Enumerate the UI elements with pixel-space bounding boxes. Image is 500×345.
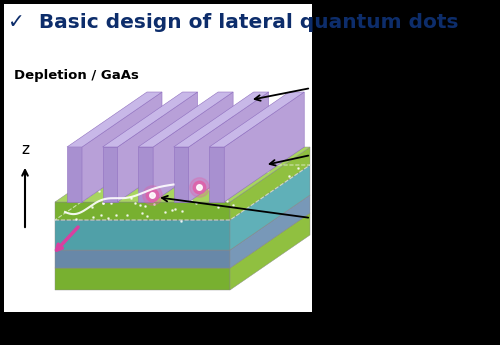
Polygon shape [174,147,188,202]
Polygon shape [67,147,82,202]
Polygon shape [55,195,310,250]
Polygon shape [224,92,304,202]
Polygon shape [55,213,310,268]
Polygon shape [67,92,162,147]
Polygon shape [102,92,198,147]
Polygon shape [55,147,310,202]
Polygon shape [55,202,230,220]
Polygon shape [174,92,268,147]
Polygon shape [55,250,230,268]
Polygon shape [230,147,310,220]
Polygon shape [230,165,310,250]
Polygon shape [138,147,153,202]
Text: To: To [312,72,331,88]
Polygon shape [82,92,162,202]
Text: Qua: Qua [312,207,346,223]
Bar [4,4,312,312]
Text: ✓  Basic design of lateral quantum dots: ✓ Basic design of lateral quantum dots [8,12,458,31]
Polygon shape [209,147,224,202]
Polygon shape [55,220,230,250]
Polygon shape [230,213,310,290]
Polygon shape [209,92,304,147]
Polygon shape [55,268,230,290]
Polygon shape [55,165,310,220]
Polygon shape [102,147,118,202]
Polygon shape [230,195,310,268]
Polygon shape [118,92,198,202]
Text: z: z [21,142,29,157]
Polygon shape [138,92,233,147]
Text: Depletion / GaAs: Depletion / GaAs [14,69,139,81]
Polygon shape [153,92,233,202]
Polygon shape [188,92,268,202]
